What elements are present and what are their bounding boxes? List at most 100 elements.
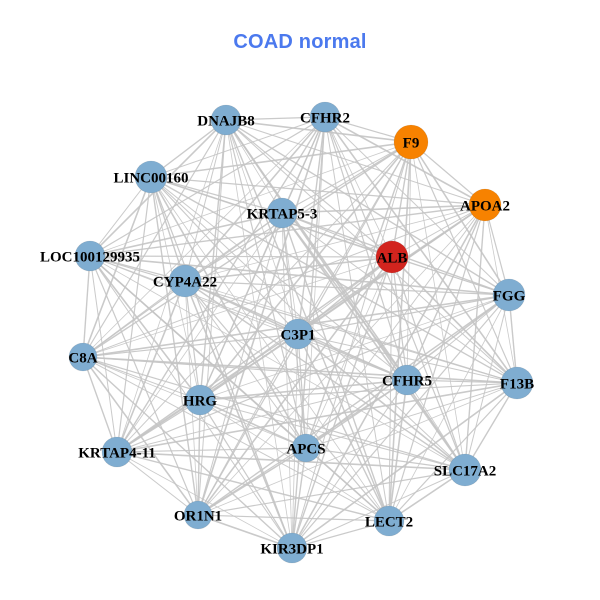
node-label-KRTAP5-3: KRTAP5-3 [247, 206, 318, 222]
graph-edge [89, 255, 299, 335]
graph-edge [197, 447, 307, 516]
graph-edge [150, 176, 408, 381]
graph-edge [89, 255, 466, 471]
node-label-ALB: ALB [377, 250, 408, 266]
node-label-CFHR5: CFHR5 [382, 373, 432, 389]
graph-edge [89, 255, 393, 258]
graph-edge [199, 119, 227, 401]
graph-edge [197, 399, 201, 516]
graph-edge [89, 176, 152, 257]
graph-edge [291, 469, 466, 549]
node-KRTAP5-3 [266, 197, 298, 229]
graph-edge [291, 204, 486, 549]
graph-edge [89, 255, 510, 296]
graph-edge [225, 119, 486, 206]
node-OR1N1 [183, 500, 213, 530]
graph-edge [305, 447, 390, 522]
graph-edge [199, 399, 293, 549]
nodes-layer [68, 101, 534, 564]
node-label-CFHR2: CFHR2 [300, 110, 350, 126]
graph-edge [388, 204, 486, 522]
node-label-LECT2: LECT2 [365, 514, 413, 530]
graph-edge [281, 204, 486, 214]
graph-edge [150, 176, 307, 449]
graph-edge [116, 399, 201, 453]
graph-edge [150, 176, 518, 384]
graph-edge [297, 333, 518, 384]
graph-edge [150, 176, 199, 516]
graph-edge [297, 333, 307, 449]
graph-edge [116, 451, 293, 549]
node-F13B [500, 366, 534, 400]
graph-edge [199, 294, 510, 401]
node-APCS [291, 433, 321, 463]
node-CYP4A22 [168, 264, 202, 298]
graph-edge [291, 256, 393, 549]
node-FGG [492, 278, 526, 312]
graph-edge [184, 280, 307, 449]
graph-edge [406, 379, 518, 384]
node-C8A [68, 342, 98, 372]
graph-edge [297, 256, 393, 335]
graph-edge [150, 141, 412, 178]
graph-edge [89, 212, 283, 257]
node-label-F9: F9 [403, 135, 420, 151]
figure-title: COAD normal [233, 31, 367, 53]
graph-edge [281, 212, 518, 384]
graph-edge [82, 356, 201, 401]
graph-edge [82, 256, 393, 358]
graph-edge [184, 280, 293, 549]
graph-edge [225, 116, 326, 121]
node-LECT2 [373, 505, 405, 537]
graph-edge [197, 514, 293, 549]
node-LOC100129935 [74, 240, 106, 272]
node-HRG [184, 384, 216, 416]
graph-edge [391, 256, 510, 296]
node-label-LOC100129935: LOC100129935 [40, 249, 140, 265]
node-label-APCS: APCS [286, 441, 325, 457]
graph-edge [89, 255, 408, 381]
graph-edge [324, 116, 466, 471]
graph-edge [82, 255, 91, 358]
graph-edge [197, 204, 486, 516]
graph-edge [388, 379, 408, 522]
graph-edge [89, 255, 201, 401]
node-label-APOA2: APOA2 [460, 198, 510, 214]
node-LINC00160 [134, 160, 168, 194]
labels-layer: DNAJB8 CFHR2 F9 APOA2 LINC00160 KRTAP5-3 ALB LO… [40, 110, 534, 557]
node-KIR3DP1 [276, 532, 308, 564]
node-label-SLC17A2: SLC17A2 [434, 463, 497, 479]
graph-edge [197, 294, 510, 516]
graph-edge [116, 451, 390, 522]
graph-edge [281, 212, 466, 471]
graph-edge [184, 204, 486, 282]
graph-edge [116, 212, 283, 453]
node-DNAJB8 [210, 104, 242, 136]
node-label-LINC00160: LINC00160 [113, 170, 188, 186]
graph-edge [406, 379, 466, 471]
graph-edge [225, 119, 293, 549]
graph-edge [197, 382, 518, 516]
graph-edge [305, 116, 326, 449]
graph-edge [281, 141, 412, 214]
graph-edge [199, 141, 412, 401]
node-APOA2 [468, 188, 502, 222]
node-label-DNAJB8: DNAJB8 [197, 113, 255, 129]
graph-edge [388, 294, 510, 522]
graph-edge [116, 447, 307, 453]
graph-edge [82, 356, 518, 384]
graph-edge [297, 333, 390, 522]
node-F9 [393, 124, 429, 160]
graph-edge [197, 514, 390, 522]
node-label-OR1N1: OR1N1 [174, 508, 222, 524]
graph-edge [305, 141, 412, 449]
graph-edge [199, 382, 518, 401]
graph-edge [388, 141, 412, 522]
graph-edge [82, 176, 152, 358]
graph-edge [324, 116, 393, 258]
graph-edge [391, 256, 408, 381]
node-CFHR5 [391, 364, 423, 396]
graph-edge [281, 212, 299, 335]
node-SLC17A2 [448, 453, 482, 487]
